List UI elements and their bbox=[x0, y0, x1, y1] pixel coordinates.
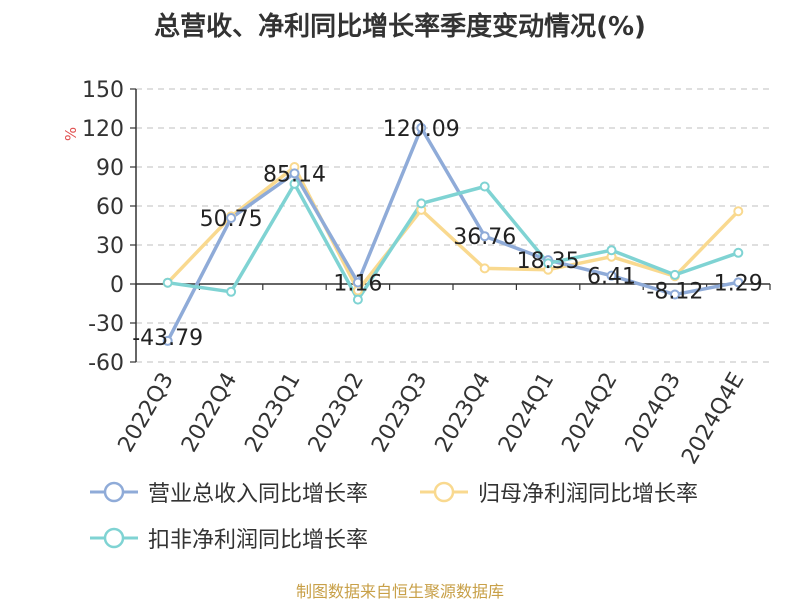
y-tick-label: 120 bbox=[82, 117, 124, 142]
y-tick-label: -30 bbox=[88, 312, 124, 337]
data-label: -43.79 bbox=[132, 326, 203, 351]
data-point-deducted_profit bbox=[543, 258, 554, 269]
data-label: -8.12 bbox=[646, 280, 703, 305]
chart-title: 总营收、净利同比增长率季度变动情况(%) bbox=[154, 12, 646, 42]
data-label: 85.14 bbox=[263, 162, 326, 187]
data-point-deducted_profit bbox=[733, 247, 744, 258]
y-tick-label: -60 bbox=[88, 351, 124, 376]
y-tick-label: 150 bbox=[82, 78, 124, 103]
data-point-revenue bbox=[352, 277, 363, 288]
x-tick-label: 2023Q1 bbox=[240, 369, 305, 457]
data-label: 36.76 bbox=[453, 225, 516, 250]
x-tick-label: 2023Q2 bbox=[304, 369, 369, 457]
data-label: 6.41 bbox=[587, 265, 636, 290]
data-point-revenue bbox=[479, 231, 490, 242]
x-tick-label: 2023Q4 bbox=[431, 369, 496, 457]
x-tick-label: 2024Q4E bbox=[677, 369, 749, 469]
data-point-deducted_profit bbox=[162, 277, 173, 288]
series-line-net_profit bbox=[166, 165, 740, 293]
y-tick-label: 90 bbox=[96, 156, 124, 181]
data-label: 18.35 bbox=[517, 249, 580, 274]
x-tick-label: 2024Q3 bbox=[621, 369, 686, 457]
legend-label-deducted-profit: 扣非净利润同比增长率 bbox=[148, 528, 369, 553]
data-point-deducted_profit bbox=[226, 286, 237, 297]
data-point-revenue bbox=[606, 270, 617, 281]
data-point-revenue bbox=[289, 168, 300, 179]
data-point-deducted_profit bbox=[416, 198, 427, 209]
x-tick-label: 2023Q3 bbox=[367, 369, 432, 457]
y-tick-label: 60 bbox=[96, 195, 124, 220]
data-point-revenue bbox=[669, 289, 680, 300]
legend-marker-deducted-profit bbox=[90, 527, 138, 549]
y-tick-label: 30 bbox=[96, 234, 124, 259]
legend-marker-net-profit bbox=[420, 481, 468, 503]
data-point-revenue bbox=[416, 122, 427, 133]
x-tick-label: 2022Q3 bbox=[114, 369, 179, 457]
x-tick-label: 2022Q4 bbox=[177, 369, 242, 457]
data-point-revenue bbox=[733, 277, 744, 288]
legend-label-revenue: 营业总收入同比增长率 bbox=[148, 482, 369, 507]
data-label: 1.16 bbox=[333, 271, 382, 296]
data-point-net_profit bbox=[733, 206, 744, 217]
legend-item-deducted-profit[interactable]: 扣非净利润同比增长率 bbox=[88, 522, 368, 554]
data-point-deducted_profit bbox=[289, 178, 300, 189]
data-point-revenue bbox=[162, 335, 173, 346]
data-label: 120.09 bbox=[383, 117, 460, 142]
legend-item-net-profit[interactable]: 归母净利润同比增长率 bbox=[418, 476, 698, 508]
data-point-deducted_profit bbox=[606, 245, 617, 256]
data-point-net_profit bbox=[479, 263, 490, 274]
data-point-deducted_profit bbox=[669, 269, 680, 280]
data-point-revenue bbox=[226, 213, 237, 224]
data-label: 50.75 bbox=[200, 207, 263, 232]
legend-item-revenue[interactable]: 营业总收入同比增长率 bbox=[88, 476, 368, 508]
y-tick-label: 0 bbox=[110, 273, 124, 298]
legend-marker-revenue bbox=[90, 481, 138, 503]
source-note: 制图数据来自恒生聚源数据库 bbox=[295, 582, 504, 601]
data-label: 1.29 bbox=[714, 271, 763, 296]
series-line-revenue bbox=[166, 126, 739, 342]
y-axis-unit-label: % bbox=[62, 127, 80, 141]
x-tick-label: 2024Q2 bbox=[557, 369, 622, 457]
data-point-deducted_profit bbox=[479, 181, 490, 192]
series-line-deducted_profit bbox=[167, 182, 739, 302]
legend-label-net-profit: 归母净利润同比增长率 bbox=[478, 482, 699, 507]
data-point-deducted_profit bbox=[352, 294, 363, 305]
x-tick-label: 2024Q1 bbox=[494, 369, 559, 457]
